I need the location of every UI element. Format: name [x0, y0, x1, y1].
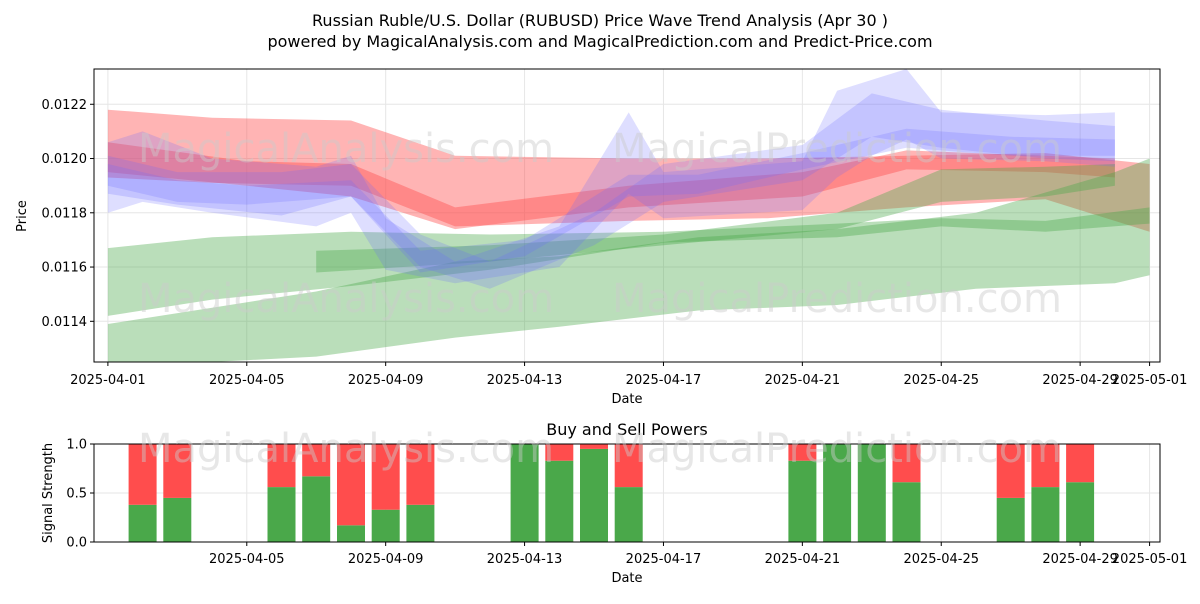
- watermark-analysis: MagicalAnalysis.com: [138, 126, 554, 172]
- buy-power-bar: [1031, 487, 1060, 542]
- buy-power-bar: [996, 497, 1025, 542]
- price-x-ticks: 2025-04-01 2025-04-05 2025-04-09 2025-04-13…: [70, 362, 1187, 388]
- y-tick-label: 0.0122: [42, 98, 88, 113]
- price-grid: [94, 69, 1160, 362]
- blue-wave-band: [107, 93, 1115, 289]
- price-plot-frame: [93, 68, 1161, 363]
- buy-power-bar: [406, 504, 435, 542]
- blue-wave-band: [107, 69, 1115, 284]
- x-tick-label: 2025-04-21: [765, 552, 841, 567]
- buy-power-bar: [371, 509, 400, 542]
- price-x-label: Date: [611, 392, 642, 407]
- signal-x-label: Date: [611, 571, 642, 586]
- sell-power-bar: [545, 444, 574, 461]
- x-tick-label: 2025-05-01: [1112, 552, 1188, 567]
- buy-power-bar: [580, 448, 608, 542]
- x-tick-label: 2025-04-29: [1042, 373, 1118, 388]
- x-tick-label: 2025-04-29: [1042, 552, 1118, 567]
- buy-power-bar: [302, 476, 331, 542]
- sell-power-bar: [128, 444, 157, 505]
- x-tick-label: 2025-04-21: [765, 373, 841, 388]
- signal-panel-title: Buy and Sell Powers: [546, 420, 708, 439]
- sell-power-bar: [267, 444, 296, 488]
- buy-power-bar: [1066, 482, 1095, 542]
- buy-power-bar: [267, 487, 296, 542]
- buy-power-bar: [614, 487, 643, 542]
- green-wave-band: [316, 164, 1115, 273]
- sell-power-bar: [163, 444, 192, 498]
- green-wave-band: [107, 207, 1150, 316]
- x-tick-label: 2025-04-05: [209, 552, 285, 567]
- red-wave-band: [107, 142, 1115, 230]
- buy-power-bar: [163, 497, 192, 542]
- sell-power-bar: [337, 444, 365, 526]
- buy-power-bar: [892, 482, 921, 542]
- watermarks: MagicalAnalysis.com MagicalPrediction.co…: [138, 126, 1062, 472]
- buy-power-bar: [128, 504, 157, 542]
- x-tick-label: 2025-04-05: [209, 373, 285, 388]
- watermark-analysis: MagicalAnalysis.com: [138, 276, 554, 322]
- red-wave-band: [107, 109, 1150, 232]
- watermark-prediction: MagicalPrediction.com: [612, 426, 1062, 472]
- sell-power-bar: [788, 444, 817, 461]
- sell-power-bar: [371, 444, 400, 510]
- x-tick-label: 2025-04-17: [626, 552, 702, 567]
- signal-panel: Buy and Sell Powers 2025-04-05 2025-04-09…: [41, 420, 1187, 586]
- sell-power-bar: [614, 444, 643, 488]
- x-tick-label: 2025-04-25: [903, 552, 979, 567]
- x-tick-label: 2025-04-25: [903, 373, 979, 388]
- watermark-prediction: MagicalPrediction.com: [612, 126, 1062, 172]
- y-tick-label: 0.5: [66, 487, 87, 502]
- price-y-label: Price: [15, 200, 30, 232]
- x-tick-label: 2025-04-17: [626, 373, 702, 388]
- buy-power-bar: [788, 460, 817, 542]
- sell-power-bar: [406, 444, 435, 505]
- signal-y-label: Signal Strength: [41, 443, 56, 543]
- y-tick-label: 0.0118: [42, 206, 88, 221]
- signal-y-ticks: 0.0 0.5 1.0: [66, 438, 94, 551]
- buy-power-bar: [823, 444, 852, 542]
- chart-subtitle: powered by MagicalAnalysis.com and Magic…: [267, 32, 932, 51]
- x-tick-label: 2025-04-09: [348, 552, 424, 567]
- sell-power-bar: [302, 444, 331, 477]
- watermark-prediction: MagicalPrediction.com: [612, 276, 1062, 322]
- y-tick-label: 0.0114: [42, 315, 88, 330]
- green-wave-band: [107, 158, 1150, 362]
- sell-power-bar: [580, 444, 608, 449]
- sell-power-bar: [892, 444, 921, 483]
- sell-power-bar: [996, 444, 1025, 498]
- buy-power-bar: [510, 444, 539, 542]
- x-tick-label: 2025-04-13: [487, 552, 563, 567]
- y-tick-label: 1.0: [66, 438, 87, 453]
- price-panel: 2025-04-01 2025-04-05 2025-04-09 2025-04-13…: [15, 68, 1187, 407]
- y-tick-label: 0.0: [66, 536, 87, 551]
- price-y-ticks: 0.0114 0.0116 0.0118 0.0120 0.0122: [42, 98, 94, 330]
- buy-power-bar: [545, 460, 574, 542]
- sell-power-bar: [1066, 444, 1095, 483]
- x-tick-label: 2025-05-01: [1112, 373, 1188, 388]
- watermark-analysis: MagicalAnalysis.com: [138, 426, 554, 472]
- signal-bars: [128, 444, 1095, 542]
- chart-title: Russian Ruble/U.S. Dollar (RUBUSD) Price…: [312, 11, 888, 30]
- sell-power-bar: [1031, 444, 1060, 488]
- blue-wave-band: [107, 128, 1115, 273]
- x-tick-label: 2025-04-01: [70, 373, 146, 388]
- y-tick-label: 0.0116: [42, 261, 88, 276]
- x-tick-label: 2025-04-13: [487, 373, 563, 388]
- buy-power-bar: [337, 525, 365, 542]
- x-tick-label: 2025-04-09: [348, 373, 424, 388]
- y-tick-label: 0.0120: [42, 152, 88, 167]
- buy-power-bar: [857, 444, 886, 542]
- signal-x-ticks: 2025-04-05 2025-04-09 2025-04-13 2025-04-17…: [209, 542, 1187, 567]
- price-bands: [107, 69, 1150, 362]
